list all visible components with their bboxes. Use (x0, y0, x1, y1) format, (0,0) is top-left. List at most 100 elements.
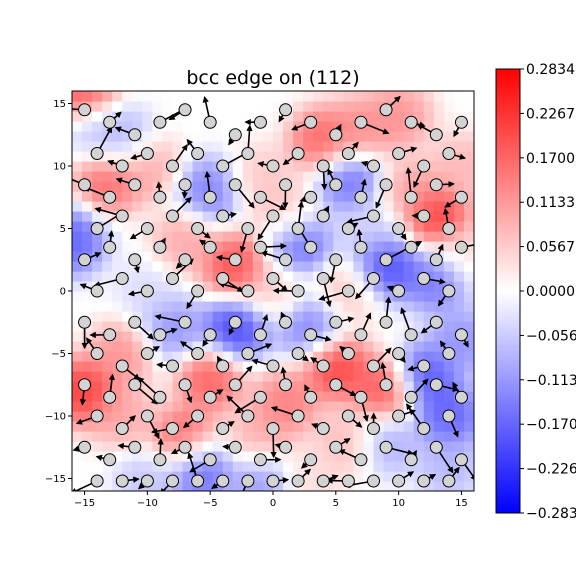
heatmap-cell (433, 461, 445, 472)
heatmap-cell (142, 441, 153, 452)
heatmap-cell (433, 261, 445, 272)
heatmap-cell (413, 111, 425, 122)
heatmap-cell (212, 111, 224, 122)
heatmap-cell (443, 121, 455, 132)
heatmap-cell (353, 281, 365, 292)
heatmap-cell (403, 371, 415, 382)
heatmap-cell (232, 421, 244, 432)
heatmap-cell (373, 181, 385, 192)
heatmap-cell (383, 91, 395, 102)
heatmap-cell (453, 181, 465, 192)
heatmap-cell (192, 441, 204, 452)
heatmap-cell (262, 311, 274, 322)
atom-marker (341, 347, 355, 360)
atom-marker (304, 390, 318, 404)
atom-marker (166, 359, 179, 373)
heatmap-cell (433, 171, 445, 182)
heatmap-cell (313, 171, 324, 182)
heatmap-cell (383, 481, 395, 491)
atom-marker (316, 272, 330, 285)
heatmap-cell (82, 91, 93, 102)
heatmap-cell (403, 101, 415, 112)
heatmap-cell (303, 401, 314, 412)
heatmap-cell (413, 441, 425, 452)
heatmap-cell (273, 251, 284, 262)
heatmap-cell (353, 411, 365, 422)
heatmap-cell (413, 281, 425, 292)
heatmap-cell (202, 411, 214, 422)
heatmap-cell (152, 221, 164, 232)
heatmap-cell (132, 121, 143, 132)
heatmap-cell (252, 471, 264, 482)
atom-marker (203, 328, 217, 342)
heatmap-cell (232, 451, 244, 462)
heatmap-cell (363, 431, 375, 442)
heatmap-cell (262, 451, 274, 462)
heatmap-cell (423, 241, 435, 252)
colorbar-tick-label: −0.1133 (526, 373, 576, 389)
heatmap-cell (222, 251, 234, 262)
heatmap-cell (222, 91, 234, 102)
heatmap-cell (303, 171, 314, 182)
heatmap-cell (142, 181, 153, 192)
heatmap-cell (112, 241, 123, 252)
heatmap-cell (142, 321, 153, 332)
atom-marker (329, 178, 343, 192)
heatmap-cell (112, 131, 123, 142)
heatmap-cell (242, 241, 254, 252)
heatmap-cell (192, 111, 204, 122)
atom-marker (291, 347, 305, 360)
heatmap-cell (82, 391, 93, 402)
heatmap-cell (72, 191, 83, 202)
heatmap-cell (182, 371, 194, 382)
heatmap-cell (293, 251, 304, 262)
heatmap-cell (232, 241, 244, 252)
heatmap-cell (142, 141, 153, 152)
heatmap-cell (403, 211, 415, 222)
heatmap-cell (212, 171, 224, 182)
heatmap-cell (363, 141, 375, 152)
heatmap-cell (242, 111, 254, 122)
heatmap-cell (453, 261, 465, 272)
heatmap-cell (92, 121, 103, 132)
heatmap-cell (262, 251, 274, 262)
heatmap-cell (293, 311, 304, 322)
heatmap-cell (323, 111, 334, 122)
heatmap-cell (373, 341, 385, 352)
heatmap-cell (293, 321, 304, 332)
heatmap-cell (132, 481, 143, 491)
heatmap-cell (112, 391, 123, 402)
heatmap-cell (82, 171, 93, 182)
heatmap-cell (72, 361, 83, 372)
heatmap-cell (453, 341, 465, 352)
heatmap-cell (192, 241, 204, 252)
heatmap-cell (252, 431, 264, 442)
heatmap-cell (293, 231, 304, 242)
heatmap-cell (403, 281, 415, 292)
heatmap-cell (403, 321, 415, 332)
heatmap-cell (162, 431, 174, 442)
heatmap-cell (303, 201, 314, 212)
heatmap-cell (242, 181, 254, 192)
heatmap-cell (202, 261, 214, 272)
heatmap-cell (242, 321, 254, 332)
heatmap-cell (232, 291, 244, 302)
heatmap-cell (363, 221, 375, 232)
atom-marker (228, 178, 242, 192)
heatmap-cell (333, 371, 344, 382)
heatmap-cell (453, 101, 465, 112)
heatmap-cell (323, 351, 334, 362)
heatmap-cell (212, 461, 224, 472)
heatmap-cell (433, 471, 445, 482)
heatmap-cell (353, 431, 365, 442)
heatmap-cell (423, 201, 435, 212)
heatmap-cell (242, 331, 254, 342)
heatmap-cell (283, 451, 294, 462)
heatmap-cell (122, 131, 133, 142)
heatmap-cell (463, 141, 474, 152)
heatmap-cell (72, 271, 83, 282)
x-tick-label: −15 (74, 498, 95, 509)
heatmap-cell (293, 371, 304, 382)
heatmap-cell (222, 101, 234, 112)
heatmap-cell (82, 221, 93, 232)
